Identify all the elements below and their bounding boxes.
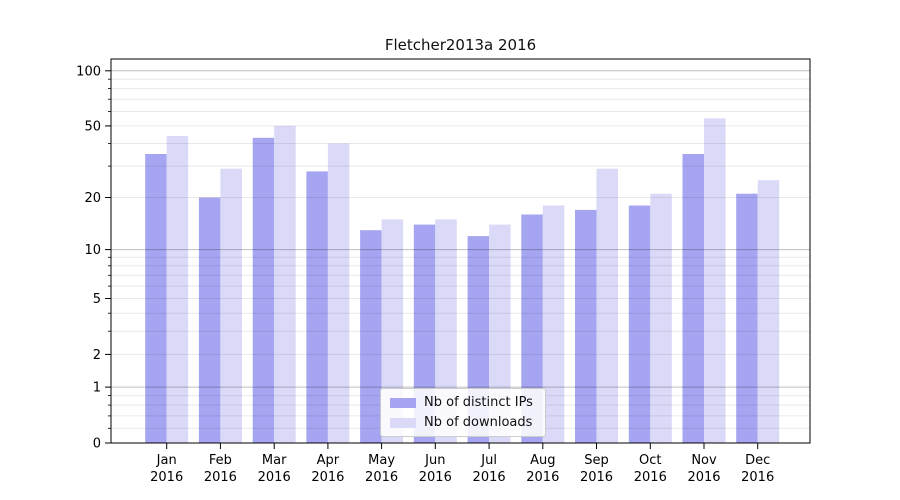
x-tick-label-year: 2016 — [473, 470, 506, 485]
x-tick-label-month: Mar — [262, 453, 287, 468]
bar-feb-nb-of-downloads — [220, 168, 242, 443]
legend: Nb of distinct IPs Nb of downloads — [380, 388, 546, 437]
x-tick-label-month: Jul — [480, 453, 497, 468]
bar-dec-nb-of-downloads — [757, 180, 780, 443]
x-tick-label-year: 2016 — [365, 470, 398, 485]
bar-mar-nb-of-downloads — [274, 125, 296, 444]
x-tick-label-year: 2016 — [741, 470, 774, 485]
x-tick-label-month: Nov — [691, 453, 717, 468]
bar-apr-nb-of-downloads — [327, 143, 350, 443]
bar-oct-nb-of-distinct-ips — [628, 205, 651, 443]
plot-border — [110, 58, 811, 444]
bar-may-nb-of-downloads — [381, 219, 404, 443]
bar-sep-nb-of-downloads — [596, 168, 618, 443]
bar-mar-nb-of-distinct-ips — [252, 137, 275, 444]
bar-may-nb-of-distinct-ips — [360, 230, 382, 443]
bar-nov-nb-of-distinct-ips — [682, 154, 704, 443]
bar-jan-nb-of-downloads — [166, 136, 189, 443]
bar-nov-nb-of-downloads — [704, 118, 726, 444]
y-tick-label: 5 — [93, 292, 101, 307]
x-tick-label-month: Aug — [530, 453, 555, 468]
bar-feb-nb-of-distinct-ips — [198, 197, 221, 443]
bar-aug-nb-of-distinct-ips — [521, 214, 543, 443]
bar-apr-nb-of-distinct-ips — [306, 171, 328, 443]
y-tick-label: 1 — [93, 381, 101, 396]
bar-sep-nb-of-distinct-ips — [575, 209, 597, 443]
x-tick-label-month: Oct — [639, 453, 661, 468]
y-tick-label: 0 — [93, 437, 101, 452]
x-tick-label-month: Feb — [209, 453, 232, 468]
y-tick-label: 50 — [84, 119, 101, 134]
x-tick-label-year: 2016 — [526, 470, 559, 485]
bar-aug-nb-of-downloads — [542, 205, 565, 443]
x-tick-label-month: Dec — [745, 453, 770, 468]
legend-swatch-downloads — [390, 417, 416, 428]
bar-dec-nb-of-distinct-ips — [736, 193, 758, 443]
x-tick-label-year: 2016 — [580, 470, 613, 485]
x-tick-label-month: May — [368, 453, 395, 468]
x-tick-label-month: Apr — [317, 453, 340, 468]
y-tick-label: 10 — [84, 243, 101, 258]
bar-oct-nb-of-downloads — [650, 193, 672, 443]
legend-label-distinct-ips: Nb of distinct IPs — [424, 395, 533, 410]
y-tick-label: 100 — [76, 64, 101, 79]
x-tick-label-year: 2016 — [204, 470, 237, 485]
x-tick-label-month: Sep — [584, 453, 609, 468]
x-tick-label-year: 2016 — [258, 470, 291, 485]
x-tick-label-year: 2016 — [419, 470, 452, 485]
legend-item-downloads: Nb of downloads — [390, 415, 536, 431]
chart-title: Fletcher2013a 2016 — [384, 36, 537, 54]
legend-label-downloads: Nb of downloads — [424, 415, 533, 430]
x-tick-label-year: 2016 — [311, 470, 344, 485]
y-tick-label: 2 — [93, 348, 101, 363]
y-tick-label: 20 — [84, 191, 101, 206]
legend-swatch-distinct-ips — [390, 397, 416, 408]
legend-item-distinct-ips: Nb of distinct IPs — [390, 395, 536, 411]
bar-jan-nb-of-distinct-ips — [145, 154, 167, 443]
x-tick-label-year: 2016 — [150, 470, 183, 485]
bar-jun-nb-of-downloads — [435, 219, 457, 443]
x-tick-label-year: 2016 — [687, 470, 720, 485]
x-tick-label-month: Jan — [156, 453, 177, 468]
x-tick-label-month: Jun — [424, 453, 445, 468]
x-tick-label-year: 2016 — [634, 470, 667, 485]
